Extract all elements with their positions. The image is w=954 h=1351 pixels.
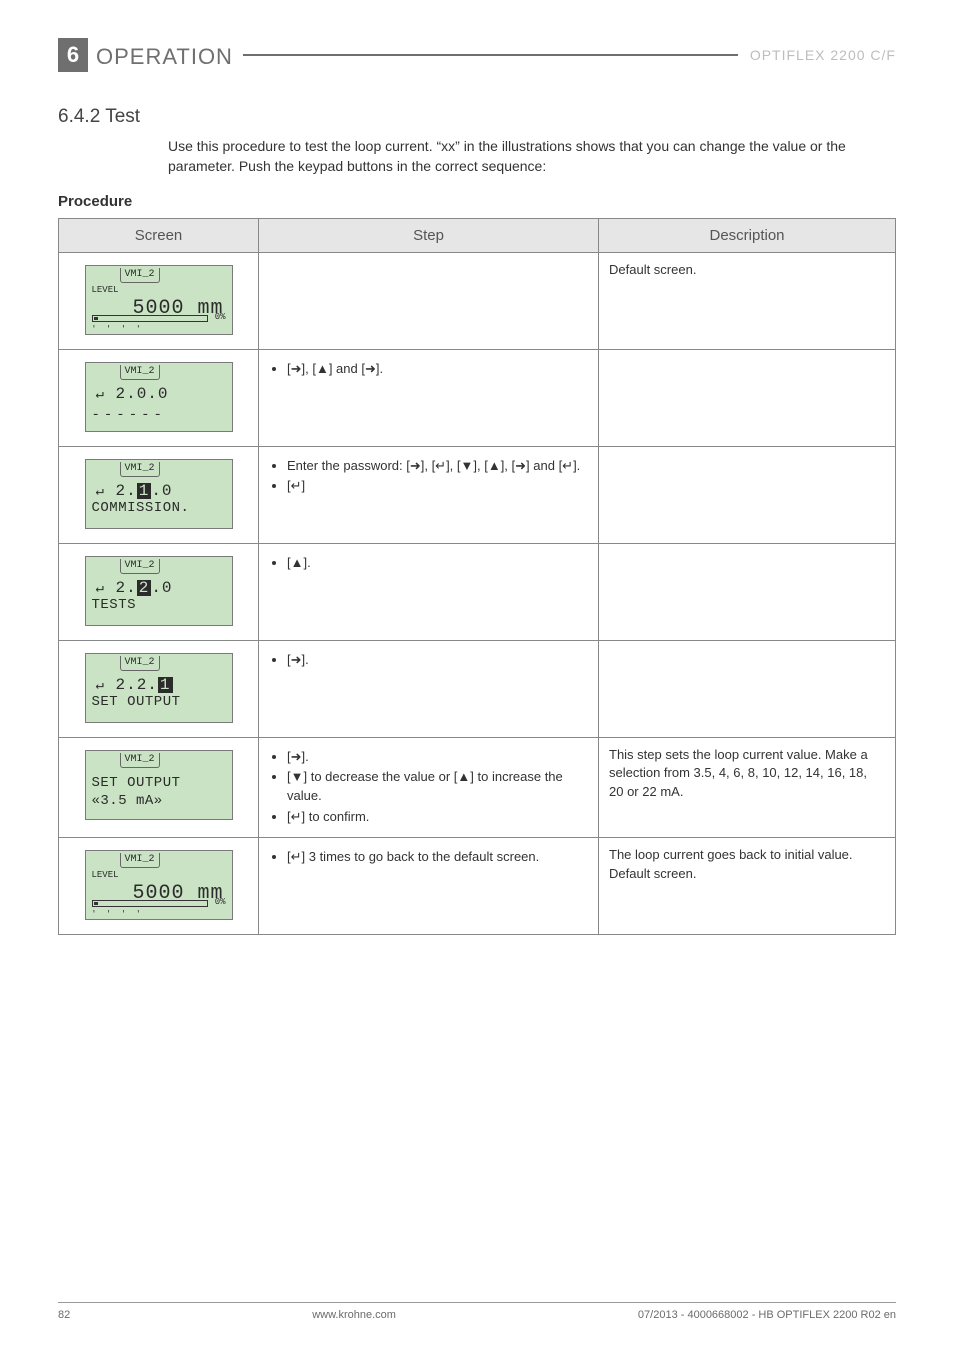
step-item: [↵] to confirm. [287,808,588,827]
cell-description: Default screen. [599,252,896,349]
product-name: OPTIFLEX 2200 C/F [738,38,896,72]
lcd-tick-marks: '''' [92,909,208,917]
procedure-table: Screen Step Description VMI_2 LEVEL 5000… [58,218,896,935]
lcd-screen: VMI_2 SET OUTPUT «3.5 mA» [85,750,233,820]
cell-screen: VMI_2 LEVEL 5000 mm 0% '''' [59,252,259,349]
lcd-screen: VMI_2 LEVEL 5000 mm 0% '''' [85,850,233,920]
step-item: [▼] to decrease the value or [▲] to incr… [287,768,588,806]
section-heading: 6.4.2 Test [58,106,896,128]
cell-description [599,640,896,737]
header-divider [243,38,738,72]
table-row: VMI_2 ↵ 2.2.0 TESTS [▲]. [59,543,896,640]
lcd-arrow-icon: ↵ [96,385,104,405]
lcd-bargraph [92,900,208,907]
lcd-wrap: VMI_2 ↵ 2.1.0 COMMISSION. [69,455,248,535]
table-header-row: Screen Step Description [59,218,896,252]
lcd-percent: 0% [215,896,226,909]
table-row: VMI_2 ↵ 2.1.0 COMMISSION. Enter the pass… [59,446,896,543]
lcd-screen: VMI_2 ↵ 2.1.0 COMMISSION. [85,459,233,529]
lcd-tag: VMI_2 [120,365,160,381]
lcd-tag: VMI_2 [120,559,160,575]
lcd-menu-text: COMMISSION. [92,498,190,518]
cell-step: Enter the password: [➜], [↵], [▼], [▲], … [259,446,599,543]
lcd-wrap: VMI_2 LEVEL 5000 mm 0% '''' [69,846,248,926]
lcd-percent: 0% [215,311,226,324]
lcd-tick-marks: '''' [92,324,208,332]
lcd-screen: VMI_2 ↵ 2.2.0 TESTS [85,556,233,626]
step-list: [▲]. [269,554,588,573]
lcd-tag: VMI_2 [120,656,160,672]
lcd-wrap: VMI_2 ↵ 2.0.0 ------ [69,358,248,438]
lcd-menu-value: «3.5 mA» [92,791,163,811]
lcd-wrap: VMI_2 ↵ 2.2.1 SET OUTPUT [69,649,248,729]
footer-docinfo: 07/2013 - 4000668002 - HB OPTIFLEX 2200 … [638,1309,896,1321]
lcd-menu-number: 2.0.0 [116,383,169,406]
table-row: VMI_2 SET OUTPUT «3.5 mA» [➜].[▼] to dec… [59,737,896,837]
cell-screen: VMI_2 ↵ 2.2.0 TESTS [59,543,259,640]
lcd-menu-text: SET OUTPUT [92,692,181,712]
lcd-wrap: VMI_2 SET OUTPUT «3.5 mA» [69,746,248,826]
step-item: [➜]. [287,748,588,767]
footer-page-number: 82 [58,1309,70,1321]
table-row: VMI_2 ↵ 2.2.1 SET OUTPUT [➜]. [59,640,896,737]
step-list: [➜]. [269,651,588,670]
lcd-bargraph [92,315,208,322]
lcd-menu-text: TESTS [92,595,137,615]
lcd-screen: VMI_2 ↵ 2.2.1 SET OUTPUT [85,653,233,723]
lcd-label: LEVEL [92,869,119,882]
table-row: VMI_2 LEVEL 5000 mm 0% '''' [↵] 3 times … [59,837,896,934]
step-item: [▲]. [287,554,588,573]
lcd-tag: VMI_2 [120,462,160,478]
step-item: [↵] 3 times to go back to the default sc… [287,848,588,867]
cell-step: [➜]. [259,640,599,737]
cell-step: [➜], [▲] and [➜]. [259,349,599,446]
step-list: [➜].[▼] to decrease the value or [▲] to … [269,748,588,827]
lcd-screen: VMI_2 LEVEL 5000 mm 0% '''' [85,265,233,335]
step-item: [↵] [287,477,588,496]
cell-step: [➜].[▼] to decrease the value or [▲] to … [259,737,599,837]
cell-screen: VMI_2 SET OUTPUT «3.5 mA» [59,737,259,837]
cell-screen: VMI_2 ↵ 2.1.0 COMMISSION. [59,446,259,543]
cell-description [599,349,896,446]
step-list: Enter the password: [➜], [↵], [▼], [▲], … [269,457,588,497]
chapter-number: 6 [58,38,88,72]
lcd-dashes: ------ [92,405,166,425]
section-intro: Use this procedure to test the loop curr… [168,136,896,177]
procedure-label: Procedure [58,193,896,210]
lcd-tag: VMI_2 [120,753,160,769]
cell-screen: VMI_2 ↵ 2.2.1 SET OUTPUT [59,640,259,737]
cell-description [599,446,896,543]
lcd-wrap: VMI_2 ↵ 2.2.0 TESTS [69,552,248,632]
lcd-tag: VMI_2 [120,268,160,284]
lcd-tag: VMI_2 [120,853,160,869]
step-list: [➜], [▲] and [➜]. [269,360,588,379]
lcd-wrap: VMI_2 LEVEL 5000 mm 0% '''' [69,261,248,341]
cell-description [599,543,896,640]
cell-description: This step sets the loop current value. M… [599,737,896,837]
page-footer: 82 www.krohne.com 07/2013 - 4000668002 -… [58,1302,896,1321]
cell-step: [▲]. [259,543,599,640]
table-row: VMI_2 LEVEL 5000 mm 0% '''' Default scre… [59,252,896,349]
cell-step: [↵] 3 times to go back to the default sc… [259,837,599,934]
step-item: Enter the password: [➜], [↵], [▼], [▲], … [287,457,588,476]
cell-description: The loop current goes back to initial va… [599,837,896,934]
lcd-screen: VMI_2 ↵ 2.0.0 ------ [85,362,233,432]
lcd-label: LEVEL [92,284,119,297]
cell-screen: VMI_2 LEVEL 5000 mm 0% '''' [59,837,259,934]
cell-screen: VMI_2 ↵ 2.0.0 ------ [59,349,259,446]
page: 6 OPERATION OPTIFLEX 2200 C/F 6.4.2 Test… [0,0,954,1351]
step-list: [↵] 3 times to go back to the default sc… [269,848,588,867]
col-step: Step [259,218,599,252]
cell-step [259,252,599,349]
step-item: [➜]. [287,651,588,670]
step-item: [➜], [▲] and [➜]. [287,360,588,379]
chapter-title: OPERATION [88,38,243,72]
col-description: Description [599,218,896,252]
chapter-header: 6 OPERATION OPTIFLEX 2200 C/F [58,38,896,72]
footer-url: www.krohne.com [312,1309,396,1321]
table-row: VMI_2 ↵ 2.0.0 ------ [➜], [▲] and [➜]. [59,349,896,446]
col-screen: Screen [59,218,259,252]
